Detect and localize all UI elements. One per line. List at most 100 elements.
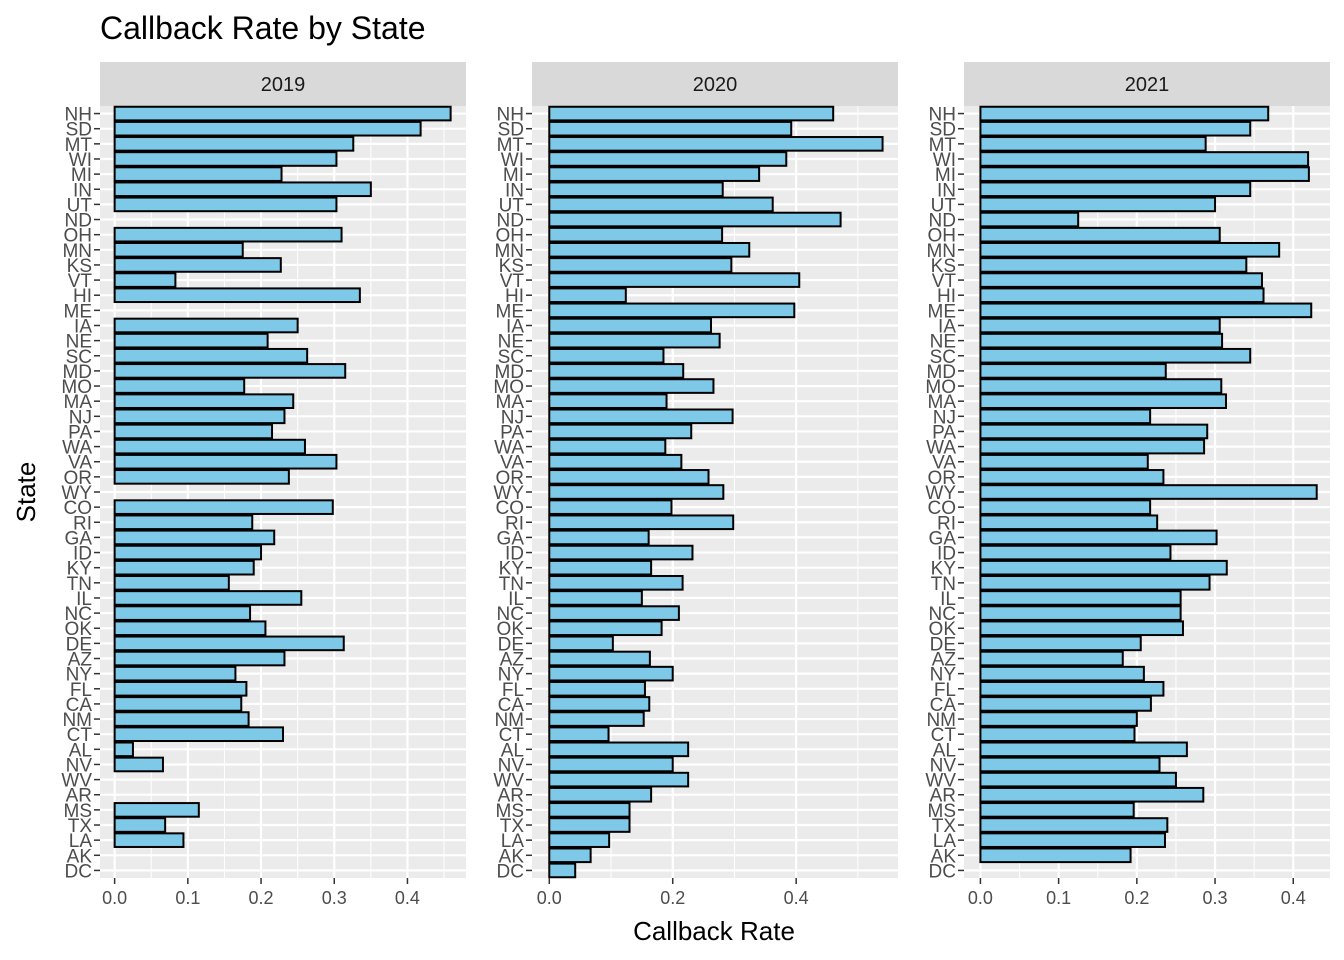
y-tick-label: OK xyxy=(497,619,525,640)
bar-2019-TN xyxy=(113,575,230,591)
x-tick-label: 0.0 xyxy=(537,888,562,908)
y-tick-label: MD xyxy=(494,362,524,383)
y-tick-label: CT xyxy=(499,725,525,746)
y-tick-label: GA xyxy=(65,528,93,549)
bar-2019-PA xyxy=(113,423,274,440)
bar-2019-WA xyxy=(113,438,306,455)
y-tick-label: IA xyxy=(938,316,956,337)
bar-2021-NY xyxy=(979,665,1145,682)
bar-2021-LA xyxy=(979,832,1166,848)
y-tick-label: MA xyxy=(928,392,957,413)
y-tick-label: CT xyxy=(931,725,957,746)
y-tick-label: ID xyxy=(937,544,956,565)
bar-2021-TX xyxy=(979,817,1169,833)
y-tick-label: WI xyxy=(501,150,524,171)
bar-2019-NV xyxy=(113,756,164,773)
y-tick-label: OR xyxy=(496,468,525,489)
bar-2021-NC xyxy=(979,605,1182,621)
y-tick-label: WY xyxy=(61,483,92,504)
bar-2020-AK xyxy=(548,847,592,864)
y-tick-label: KY xyxy=(931,559,957,580)
x-tick-label: 0.2 xyxy=(249,888,274,908)
bar-2021-SD xyxy=(979,120,1252,137)
y-tick-label: WY xyxy=(925,483,956,504)
y-tick-label: HI xyxy=(937,286,956,307)
y-tick-label: NC xyxy=(497,604,524,625)
y-tick-label: RI xyxy=(937,513,956,534)
y-tick-label: VA xyxy=(932,453,956,474)
y-tick-label: MD xyxy=(62,362,92,383)
bar-2021-MT xyxy=(979,136,1207,152)
bar-2019-IL xyxy=(113,590,303,606)
bar-2020-WV xyxy=(548,771,690,788)
bar-2021-AL xyxy=(979,741,1188,758)
bar-2020-TN xyxy=(548,575,684,591)
bar-2020-LA xyxy=(548,832,611,848)
bar-2021-WV xyxy=(979,771,1177,788)
y-tick-label: AZ xyxy=(500,650,525,671)
x-tick-label: 0.3 xyxy=(322,888,347,908)
bar-2020-WI xyxy=(548,151,788,167)
bar-2020-AL xyxy=(548,741,690,758)
bar-2019-IA xyxy=(113,317,299,334)
y-tick-label: OH xyxy=(928,226,957,247)
y-tick-label: MO xyxy=(493,377,524,398)
y-tick-label: VT xyxy=(932,271,957,292)
bar-2019-IN xyxy=(113,181,372,198)
y-tick-label: MT xyxy=(497,135,525,156)
y-tick-label: OH xyxy=(64,226,93,247)
y-tick-label: MN xyxy=(62,241,92,262)
y-tick-label: UT xyxy=(931,195,957,216)
y-tick-label: FL xyxy=(70,680,92,701)
x-tick-label: 0.2 xyxy=(660,888,685,908)
y-tick-label: NE xyxy=(66,332,92,353)
bar-2019-UT xyxy=(113,196,338,213)
bar-2019-CT xyxy=(113,726,284,743)
bar-2021-ND xyxy=(979,211,1080,228)
bar-2021-CT xyxy=(979,726,1136,743)
bar-2021-ID xyxy=(979,544,1172,561)
bar-2021-GA xyxy=(979,529,1218,546)
bar-2021-WA xyxy=(979,438,1206,455)
y-tick-label: OK xyxy=(65,619,93,640)
y-tick-label: ND xyxy=(65,211,92,232)
y-tick-label: OH xyxy=(496,226,525,247)
y-tick-label: NJ xyxy=(501,407,524,428)
y-tick-label: DE xyxy=(66,634,92,655)
bar-2021-AK xyxy=(979,847,1132,864)
y-tick-label: NC xyxy=(65,604,92,625)
bar-2021-VA xyxy=(979,453,1149,470)
facet-strip xyxy=(964,62,1330,106)
y-tick-label: RI xyxy=(505,513,524,534)
bar-2020-MI xyxy=(548,166,761,182)
y-tick-label: NH xyxy=(65,105,92,126)
y-tick-label: VT xyxy=(68,271,93,292)
bar-2019-HI xyxy=(113,287,361,304)
bar-2021-NJ xyxy=(979,408,1152,425)
y-tick-label: AR xyxy=(498,786,524,807)
y-tick-label: MS xyxy=(496,801,525,822)
bar-2019-NH xyxy=(113,105,452,122)
y-tick-label: IN xyxy=(937,180,956,201)
bar-2019-MT xyxy=(113,136,355,152)
bar-2020-GA xyxy=(548,529,650,546)
bar-2020-OR xyxy=(548,469,710,485)
y-tick-label: WA xyxy=(62,438,92,459)
y-tick-label: TN xyxy=(931,574,956,595)
y-tick-label: DC xyxy=(929,861,956,882)
bar-2021-NM xyxy=(979,711,1138,727)
y-tick-label: IN xyxy=(505,180,524,201)
bar-2021-DE xyxy=(979,635,1142,652)
bar-2019-SC xyxy=(113,347,309,364)
bar-2021-AR xyxy=(979,786,1205,803)
y-tick-label: VT xyxy=(500,271,525,292)
y-tick-label: AK xyxy=(931,846,957,867)
bar-2020-NM xyxy=(548,711,645,727)
y-tick-label: AK xyxy=(499,846,525,867)
y-tick-label: NM xyxy=(494,710,524,731)
bar-2020-AR xyxy=(548,786,653,803)
y-tick-label: MA xyxy=(64,392,93,413)
y-tick-label: IA xyxy=(506,316,524,337)
bar-2020-MD xyxy=(548,363,685,379)
